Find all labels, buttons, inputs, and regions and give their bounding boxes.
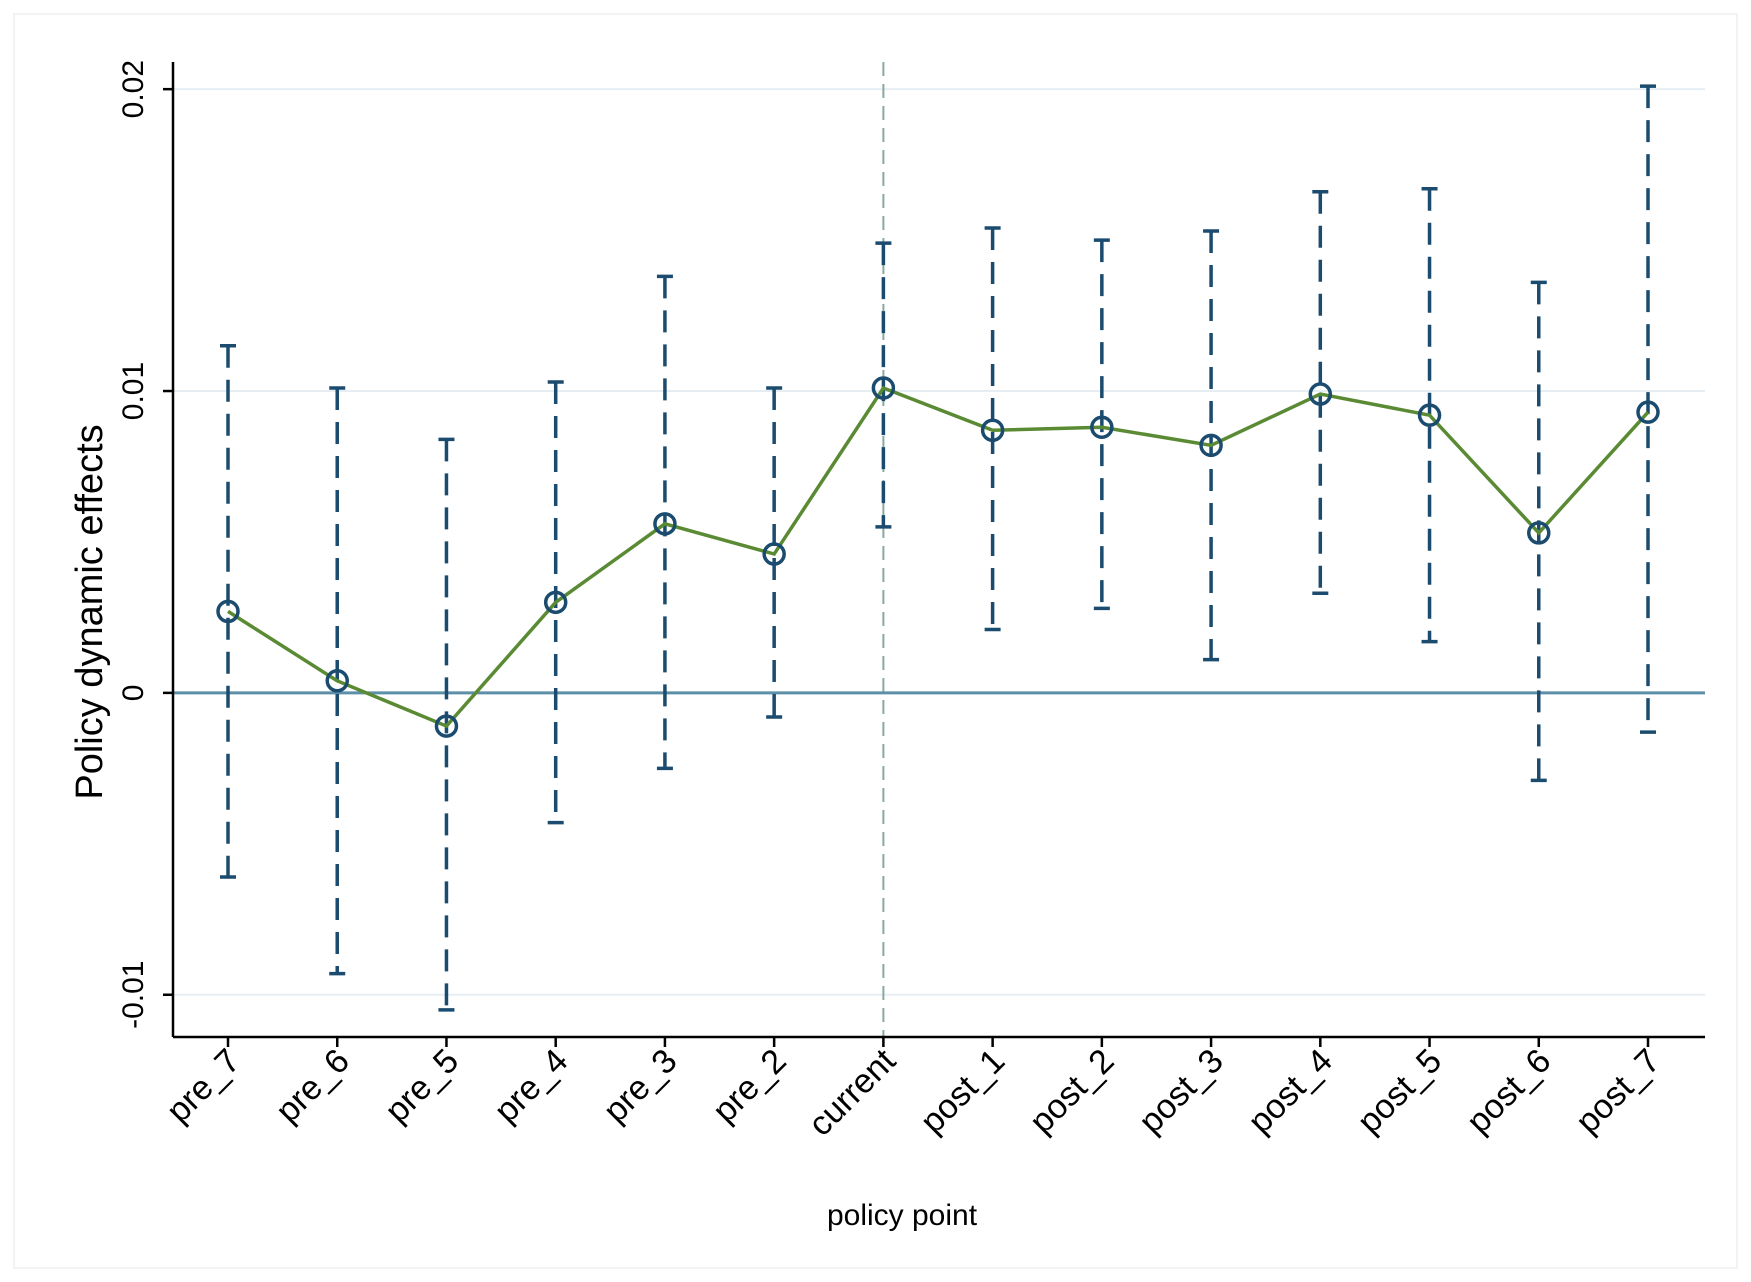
reference-lines: [173, 62, 1705, 1037]
point-current: [871, 376, 896, 400]
axes: [163, 62, 1705, 1047]
y-tick-label: 0: [117, 685, 150, 702]
estimate-line: [227, 385, 1650, 729]
estimate-series-line: [227, 385, 1650, 729]
point-pre_6: [325, 669, 349, 693]
point-pre_5: [434, 714, 459, 738]
y-axis-title: Policy dynamic effects: [69, 424, 111, 799]
y-tick-label: -0.01: [117, 961, 150, 1029]
point-post_4: [1308, 382, 1333, 406]
point-pre_2: [762, 542, 786, 566]
gridlines: [173, 88, 1705, 996]
point-post_1: [980, 418, 1005, 443]
point-post_3: [1199, 433, 1223, 458]
chart-frame: [13, 13, 1738, 1269]
point-pre_4: [543, 590, 568, 615]
point-post_6: [1527, 521, 1551, 545]
point-pre_3: [653, 512, 677, 536]
y-tick-label: 0.02: [117, 60, 150, 118]
point-pre_7: [216, 599, 240, 624]
point-post_2: [1090, 415, 1114, 439]
estimate-markers: [216, 376, 1660, 738]
x-axis-title: policy point: [827, 1199, 978, 1232]
point-post_5: [1417, 403, 1442, 427]
point-post_7: [1636, 400, 1660, 424]
y-tick-label: 0.01: [117, 362, 150, 420]
